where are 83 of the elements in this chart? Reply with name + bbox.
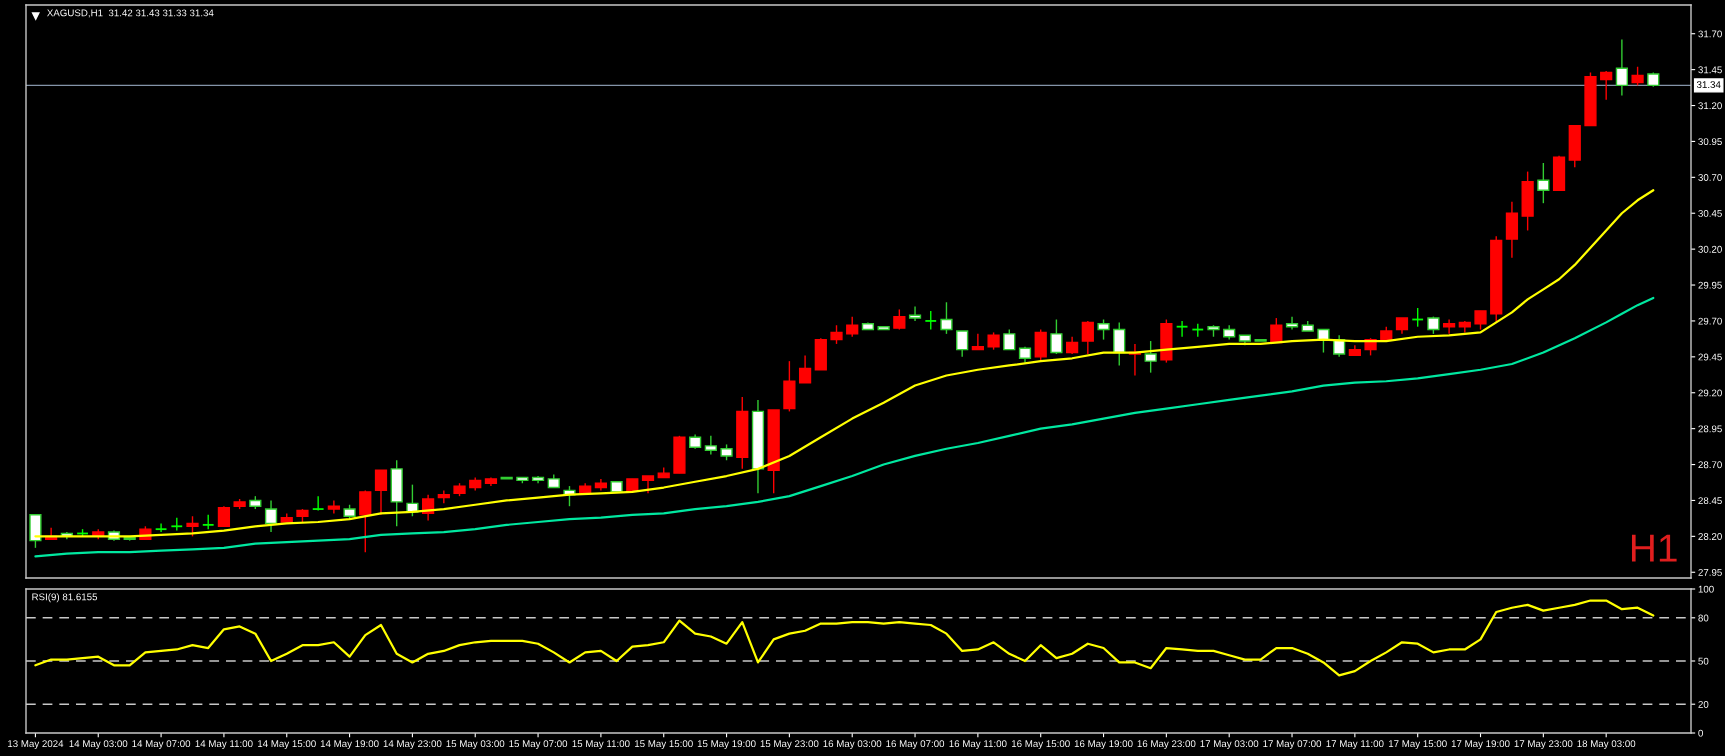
candlestick: [1175, 320, 1189, 338]
y-tick-label: 29.45: [1698, 353, 1722, 361]
x-tick-label: 17 May 15:00: [1388, 740, 1447, 750]
chart-title: XAGUSD,H1 31.42 31.43 31.33 31.34: [47, 9, 214, 18]
x-tick-label: 17 May 23:00: [1514, 740, 1573, 750]
candlestick: [1097, 318, 1110, 341]
x-tick-label: 15 May 19:00: [697, 740, 756, 750]
candlestick: [1474, 310, 1487, 331]
y-tick-label: 27.95: [1698, 568, 1722, 576]
candlestick: [311, 495, 325, 512]
x-tick-label: 15 May 07:00: [509, 740, 568, 750]
y-tick-label: 29.95: [1698, 281, 1722, 289]
candlestick: [1144, 340, 1157, 374]
x-tick-label: 16 May 23:00: [1137, 740, 1196, 750]
y-tick-label: 28.20: [1698, 533, 1722, 540]
candlestick: [1631, 66, 1644, 87]
y-tick-label: 31.20: [1698, 102, 1722, 110]
x-tick-label: 18 May 03:00: [1577, 740, 1636, 750]
y-tick-label: 100: [1698, 585, 1714, 593]
candlestick: [1050, 318, 1063, 355]
x-tick-label: 15 May 03:00: [446, 740, 505, 750]
x-tick-label: 17 May 19:00: [1451, 740, 1510, 750]
candlestick: [846, 315, 859, 338]
candlestick: [1537, 162, 1550, 204]
x-tick-label: 16 May 07:00: [886, 740, 945, 750]
candlestick: [327, 499, 340, 515]
candlestick: [1615, 38, 1629, 97]
y-tick-label: 50: [1698, 657, 1709, 665]
candlestick: [940, 301, 953, 335]
x-tick-label: 16 May 15:00: [1012, 740, 1070, 750]
y-tick-label: 28.95: [1698, 425, 1722, 433]
candlestick: [217, 505, 231, 527]
candlestick: [1003, 328, 1016, 351]
x-tick-label: 16 May 11:00: [949, 740, 1007, 750]
candlestick: [1285, 315, 1299, 331]
chart-title: RSI(9) 81.6155: [32, 593, 98, 603]
candlestick: [830, 324, 843, 345]
candlestick: [1442, 318, 1456, 335]
x-tick-label: 14 May 19:00: [320, 740, 379, 750]
x-tick-label: 16 May 03:00: [823, 740, 882, 750]
y-tick-label: 29.70: [1698, 317, 1722, 325]
annotation: H1: [1631, 534, 1677, 562]
candlestick: [704, 435, 717, 456]
y-tick-label: 29.20: [1698, 389, 1722, 397]
candlestick: [924, 310, 938, 331]
x-tick-label: 14 May 03:00: [69, 740, 128, 750]
candlestick: [1081, 320, 1094, 355]
x-tick-label: 17 May 11:00: [1326, 740, 1384, 750]
candlestick: [186, 515, 199, 538]
candlestick: [359, 489, 372, 553]
y-tick-label: 0: [1698, 729, 1703, 737]
y-tick-label: 30.95: [1698, 138, 1722, 146]
x-tick-label: 14 May 11:00: [195, 740, 253, 750]
x-tick-label: 16 May 19:00: [1074, 740, 1133, 750]
y-tick-label: 20: [1698, 700, 1709, 708]
candlestick: [798, 354, 812, 384]
candlestick: [437, 489, 450, 505]
x-tick-label: 15 May 15:00: [635, 740, 693, 750]
candlestick: [893, 308, 906, 331]
x-tick-label: 17 May 03:00: [1200, 740, 1259, 750]
y-tick-label: 31.70: [1698, 30, 1722, 38]
y-tick-label: 30.45: [1698, 209, 1722, 217]
y-tick-label: 31.45: [1698, 66, 1722, 74]
candlestick: [956, 330, 969, 358]
x-tick-label: 17 May 07:00: [1263, 740, 1322, 750]
y-tick-label: 30.70: [1698, 174, 1722, 181]
y-tick-label: 28.45: [1698, 497, 1722, 505]
candlestick: [1600, 70, 1613, 101]
candlestick: [908, 305, 922, 322]
y-tick-label: 80: [1698, 614, 1709, 622]
candlestick: [971, 333, 984, 351]
y-tick-label: 28.70: [1698, 461, 1722, 469]
x-tick-label: 14 May 07:00: [132, 740, 191, 750]
candlestick: [264, 499, 278, 533]
x-tick-label: 14 May 23:00: [383, 740, 442, 750]
x-tick-label: 13 May 2024: [8, 740, 64, 750]
y-tick-label: 30.20: [1698, 245, 1722, 253]
candlestick: [374, 469, 388, 516]
x-tick-label: 15 May 23:00: [760, 740, 819, 750]
candlestick: [154, 522, 168, 533]
x-tick-label: 14 May 15:00: [258, 740, 316, 750]
ref-line-label: 31.34: [1696, 81, 1721, 89]
x-tick-label: 15 May 11:00: [572, 740, 630, 750]
